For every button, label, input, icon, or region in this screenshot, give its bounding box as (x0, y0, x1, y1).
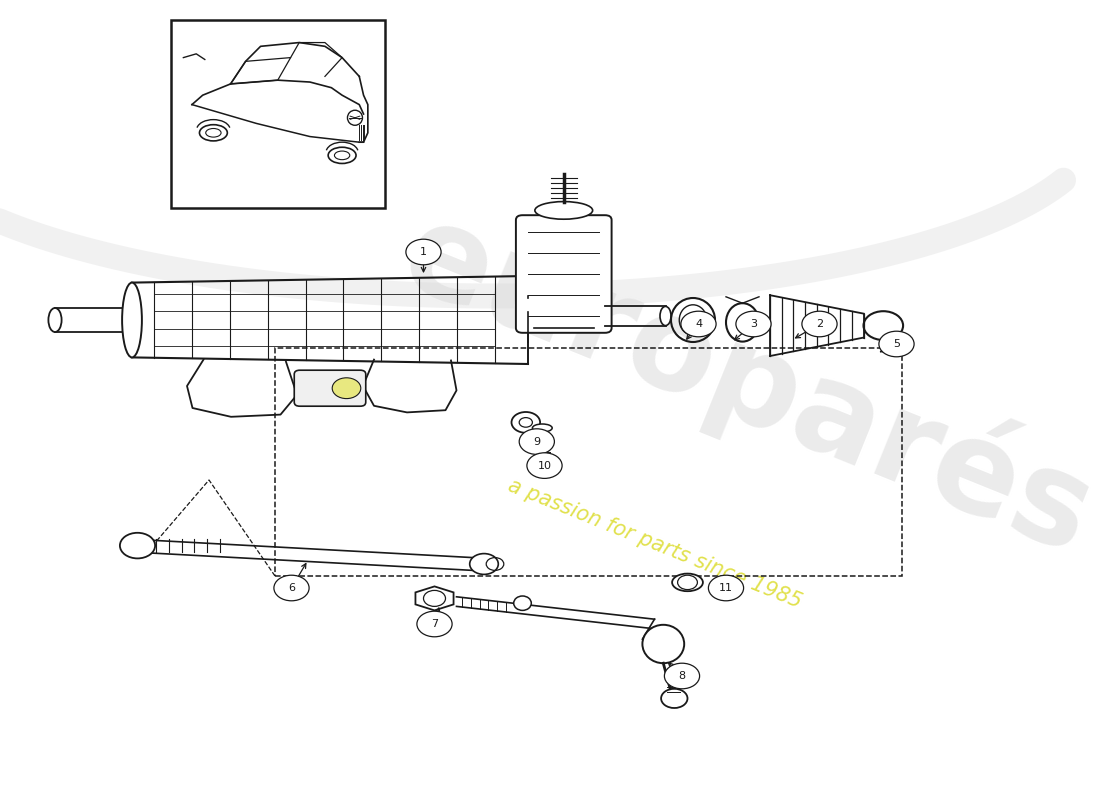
Text: 11: 11 (719, 583, 733, 593)
Ellipse shape (48, 308, 62, 332)
Bar (275, 348, 902, 576)
Bar (170, 20, 385, 208)
Circle shape (736, 311, 771, 337)
Circle shape (512, 412, 540, 433)
Circle shape (417, 611, 452, 637)
Text: 10: 10 (538, 461, 551, 470)
Circle shape (664, 663, 700, 689)
Text: 9: 9 (534, 437, 540, 446)
Ellipse shape (660, 306, 671, 326)
Text: 3: 3 (750, 319, 757, 329)
Ellipse shape (514, 596, 531, 610)
Text: 4: 4 (695, 319, 702, 329)
FancyBboxPatch shape (294, 370, 365, 406)
Text: 5: 5 (893, 339, 900, 349)
Text: 6: 6 (288, 583, 295, 593)
Text: europarés: europarés (385, 187, 1100, 581)
Ellipse shape (535, 202, 593, 219)
Circle shape (332, 378, 361, 398)
Text: 7: 7 (431, 619, 438, 629)
Text: 2: 2 (816, 319, 823, 329)
Ellipse shape (532, 424, 552, 432)
Circle shape (681, 311, 716, 337)
Circle shape (470, 554, 498, 574)
Circle shape (120, 533, 155, 558)
Circle shape (527, 453, 562, 478)
Text: 1: 1 (420, 247, 427, 257)
Circle shape (708, 575, 744, 601)
Text: a passion for parts since 1985: a passion for parts since 1985 (505, 476, 804, 612)
Ellipse shape (122, 282, 142, 358)
Polygon shape (416, 586, 453, 610)
Text: 8: 8 (679, 671, 685, 681)
FancyBboxPatch shape (516, 215, 612, 333)
Circle shape (879, 331, 914, 357)
Circle shape (661, 689, 688, 708)
Ellipse shape (672, 574, 703, 591)
Circle shape (406, 239, 441, 265)
Ellipse shape (642, 625, 684, 663)
Circle shape (274, 575, 309, 601)
Circle shape (519, 429, 554, 454)
Circle shape (802, 311, 837, 337)
